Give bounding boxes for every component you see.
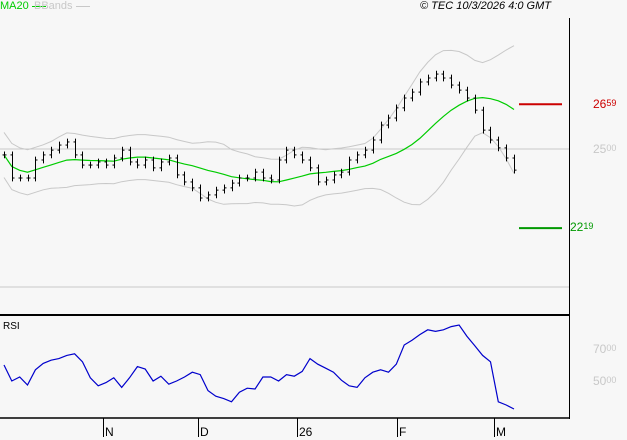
support-label: 2219 — [570, 220, 594, 234]
resistance-label: 2659 — [593, 97, 617, 111]
ma-legend: MA20 — [0, 0, 46, 12]
rsi-line — [3, 324, 515, 410]
x-tick-label: D — [200, 425, 209, 439]
x-tick-label: F — [399, 425, 407, 439]
copyright: © TEC 10/3/2026 4:0 GMT — [420, 0, 551, 12]
bbands-legend: BBands — [34, 0, 90, 12]
rsi-tick-70: 7000 — [593, 342, 617, 356]
x-tick-label: M — [496, 425, 506, 439]
bband-lower — [3, 132, 515, 207]
bband-upper — [3, 45, 515, 160]
x-tick-label: 26 — [299, 425, 313, 439]
rsi-title: RSI — [3, 321, 20, 332]
y-tick-label: 2500 — [593, 142, 617, 156]
rsi-tick-50: 5000 — [593, 374, 617, 388]
ma20-line — [3, 96, 515, 183]
x-tick-label: N — [105, 425, 114, 439]
